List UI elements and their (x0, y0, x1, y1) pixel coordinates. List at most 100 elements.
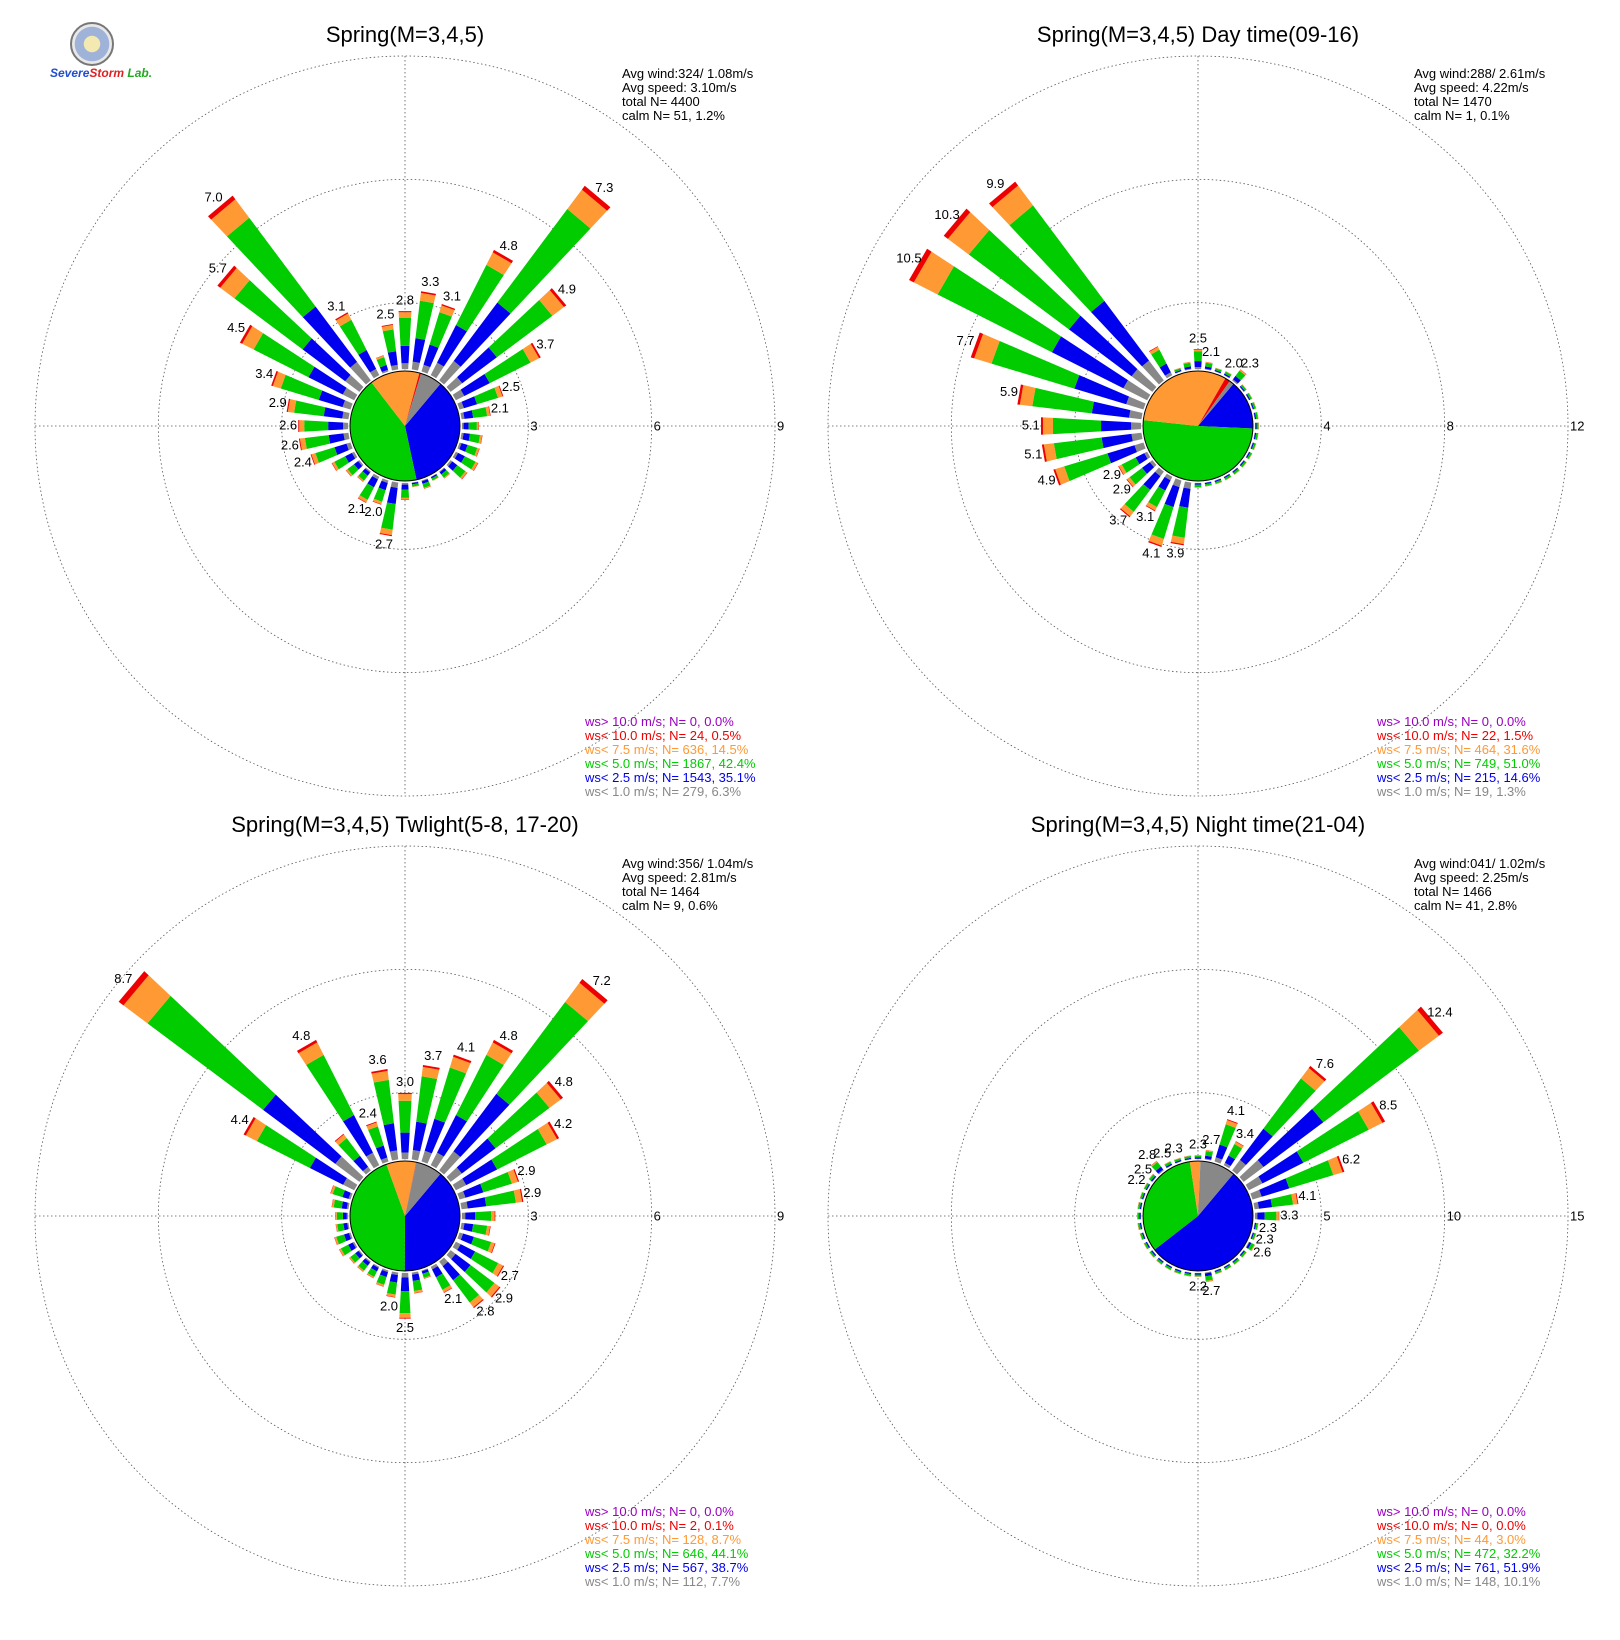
bar-segment (1223, 473, 1230, 478)
bar-segment (1170, 541, 1184, 546)
bar-value-label: 3.1 (327, 298, 345, 313)
legend-entry: ws< 5.0 m/s; N= 749, 51.0% (1376, 756, 1541, 771)
bar-segment (1223, 1162, 1231, 1169)
bar-segment (460, 471, 468, 480)
bar-segment (348, 1192, 353, 1200)
bar-segment (1254, 1212, 1258, 1220)
bar-segment (311, 453, 319, 465)
grid-ring (34, 845, 776, 1587)
bar-segment (1257, 1198, 1273, 1209)
bar-segment (1137, 1202, 1141, 1210)
bar-segment (459, 443, 468, 452)
bar-segment (492, 1263, 504, 1277)
bar-segment (1358, 1102, 1383, 1130)
bar-segment (460, 1222, 465, 1230)
bar-segment (1101, 433, 1133, 449)
bar-segment (1204, 1271, 1212, 1274)
bar-segment (1242, 462, 1247, 468)
bar-segment (480, 435, 483, 444)
pie-outline (1142, 370, 1254, 482)
bar-segment (243, 1116, 256, 1136)
chart-title: Spring(M=3,4,5) (326, 22, 484, 47)
bar-segment (421, 479, 429, 484)
wind-rose-1: 3 6 9 Spring(M=3,4,5) 2.8 3.3 3.1 4.8 7.3 4.9 3.7 2… (34, 22, 784, 799)
bar-segment (1253, 401, 1257, 409)
bar-segment (1239, 1128, 1273, 1165)
bar-segment (1250, 1232, 1253, 1239)
bar-segment (272, 371, 286, 389)
bar-segment (1223, 1264, 1231, 1269)
bar-segment (413, 1289, 423, 1294)
bar-segment (386, 1295, 396, 1298)
bar-segment (1131, 369, 1157, 392)
bar-segment (373, 1263, 380, 1269)
bar-segment (398, 312, 412, 319)
bar-segment (346, 1212, 349, 1220)
stats-line: calm N= 41, 2.8% (1414, 898, 1517, 913)
bar-segment (1164, 1266, 1171, 1271)
bar-segment (492, 249, 514, 264)
bar-segment (536, 1082, 561, 1108)
bar-segment (381, 323, 393, 327)
bar-segment (1156, 1260, 1162, 1265)
bar-value-label: 12.4 (1427, 1004, 1452, 1019)
bar-value-label: 2.9 (495, 1291, 513, 1306)
bar-segment (466, 1197, 487, 1209)
bar-segment (1256, 433, 1259, 440)
bar-value-label: 2.0 (1225, 355, 1243, 370)
bar-segment (382, 329, 397, 353)
bar-segment (442, 1261, 460, 1281)
bar-value-label: 7.2 (593, 973, 611, 988)
bar-segment (342, 411, 350, 420)
bar-segment (357, 1266, 364, 1272)
bar-value-label: 2.7 (501, 1268, 519, 1283)
pie-outline (349, 370, 461, 482)
bar-segment (1149, 346, 1160, 355)
bar-segment (480, 1171, 512, 1193)
bar-segment (372, 501, 382, 505)
bar-segment (1417, 1006, 1443, 1036)
bar-segment (439, 1257, 448, 1267)
bar-segment (1165, 1163, 1173, 1168)
bar-segment (1146, 502, 1157, 511)
bar-segment (1205, 1280, 1214, 1283)
bar-value-label: 2.8 (396, 292, 414, 307)
bar-value-label: 5.7 (209, 260, 227, 275)
stats-line: Avg speed: 4.22m/s (1414, 80, 1529, 95)
stats-line: total N= 4400 (622, 94, 700, 109)
bar-segment (358, 1250, 364, 1256)
bar-value-label: 3.7 (1109, 512, 1127, 527)
bar-value-label: 2.4 (359, 1105, 377, 1120)
bar-segment (371, 1070, 389, 1083)
bar-segment (1204, 366, 1212, 370)
legend-entry: ws< 2.5 m/s; N= 567, 38.7% (584, 1560, 749, 1575)
stats-line: Avg wind:288/ 2.61m/s (1414, 66, 1546, 81)
bar-segment (1235, 370, 1246, 381)
bar-segment (491, 1129, 547, 1170)
bar-segment (498, 385, 504, 397)
bar-segment (475, 1211, 492, 1221)
bar-segment (412, 338, 426, 363)
bar-value-label: 2.1 (1202, 344, 1220, 359)
bar-segment (1225, 1266, 1232, 1271)
bar-segment (1151, 1250, 1157, 1257)
bar-segment (1253, 1222, 1257, 1230)
bar-segment (368, 1126, 384, 1149)
bar-segment (1194, 483, 1202, 485)
bar-segment (381, 478, 389, 483)
bar-segment (411, 481, 419, 485)
bar-segment (1308, 1065, 1327, 1082)
bar-segment (332, 461, 339, 471)
bar-segment (1042, 417, 1054, 435)
bar-segment (1149, 1252, 1154, 1258)
bar-segment (439, 305, 455, 317)
bar-segment (399, 1291, 411, 1314)
radial-tick-label: 10 (1447, 1208, 1461, 1223)
bar-segment (486, 1282, 500, 1297)
bar-value-label: 3.7 (424, 1048, 442, 1063)
legend-entry: ws< 5.0 m/s; N= 472, 32.2% (1376, 1546, 1541, 1561)
radial-tick-label: 4 (1323, 418, 1330, 433)
bar-segment (1149, 460, 1157, 468)
bar-value-label: 2.6 (279, 417, 297, 432)
bar-segment (457, 347, 497, 384)
